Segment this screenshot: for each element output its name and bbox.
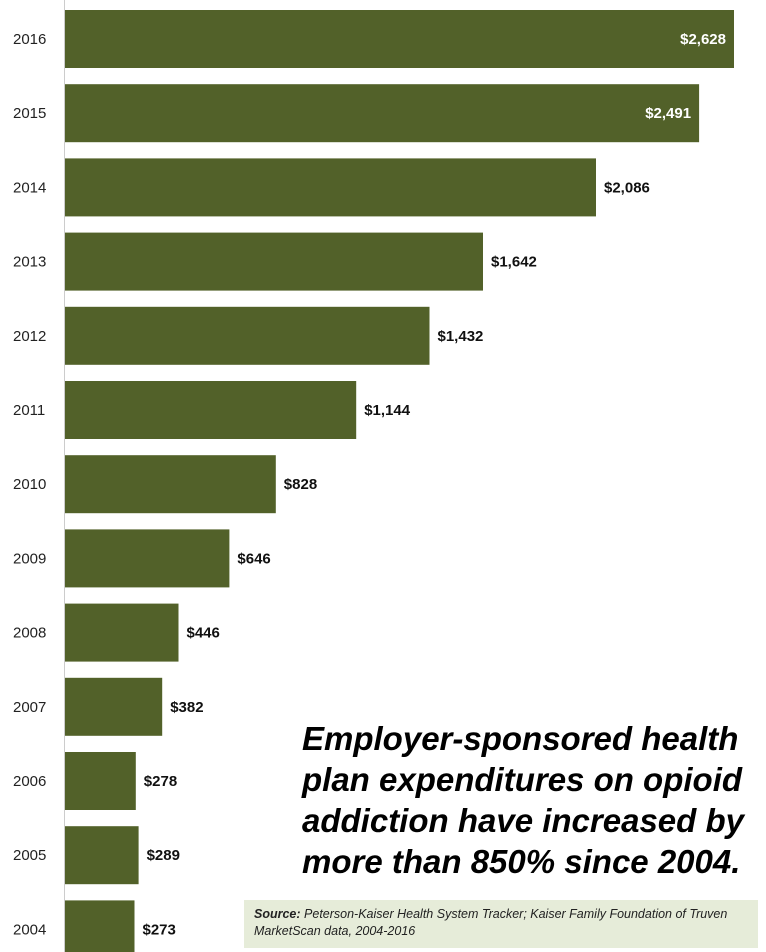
bar-2004 (65, 900, 135, 952)
category-label-2007: 2007 (13, 699, 46, 716)
category-label-2004: 2004 (13, 921, 46, 938)
source-key: Source: (254, 907, 301, 921)
bar-2013 (65, 232, 483, 291)
category-label-2014: 2014 (13, 179, 46, 196)
value-label-2015: $2,491 (645, 105, 691, 122)
bar-2009 (65, 529, 230, 588)
category-label-2013: 2013 (13, 254, 46, 271)
source-note: Source: Peterson-Kaiser Health System Tr… (244, 900, 758, 948)
value-label-2013: $1,642 (491, 254, 537, 271)
category-label-2006: 2006 (13, 773, 46, 790)
category-label-2015: 2015 (13, 105, 46, 122)
bar-2006 (65, 752, 136, 810)
bar-2010 (65, 455, 276, 514)
bar-2011 (65, 381, 357, 439)
value-label-2004: $273 (143, 921, 176, 938)
category-label-2005: 2005 (13, 847, 46, 864)
category-label-2011: 2011 (13, 402, 45, 419)
value-label-2008: $446 (187, 625, 220, 642)
value-label-2009: $646 (237, 550, 270, 567)
category-label-2010: 2010 (13, 476, 46, 493)
value-label-2010: $828 (284, 476, 317, 493)
value-label-2012: $1,432 (438, 328, 484, 345)
source-text: Peterson-Kaiser Health System Tracker; K… (254, 907, 728, 938)
category-label-2012: 2012 (13, 328, 46, 345)
bars-group (65, 10, 734, 952)
category-label-2009: 2009 (13, 550, 46, 567)
value-label-2014: $2,086 (604, 179, 650, 196)
value-labels-group: $2,628 $2,491 $2,086 $1,642 $1,432 $1,144 $828… (143, 31, 727, 938)
bar-2014 (65, 158, 596, 217)
category-label-2016: 2016 (13, 31, 46, 48)
bar-2012 (65, 306, 430, 365)
value-label-2016: $2,628 (680, 31, 726, 48)
value-label-2007: $382 (170, 699, 203, 716)
bar-2005 (65, 826, 139, 885)
headline-annotation: Employer-sponsored health plan expenditu… (302, 720, 744, 880)
value-label-2005: $289 (147, 847, 180, 864)
category-labels-group: 2016 2015 2014 2013 2012 2011 2010 2009 2008 2007… (13, 31, 46, 938)
bar-2008 (65, 603, 179, 662)
bar-2016 (65, 10, 734, 68)
bar-2015 (65, 84, 700, 143)
value-label-2006: $278 (144, 773, 177, 790)
category-label-2008: 2008 (13, 625, 46, 642)
value-label-2011: $1,144 (364, 402, 411, 419)
bar-2007 (65, 677, 163, 736)
